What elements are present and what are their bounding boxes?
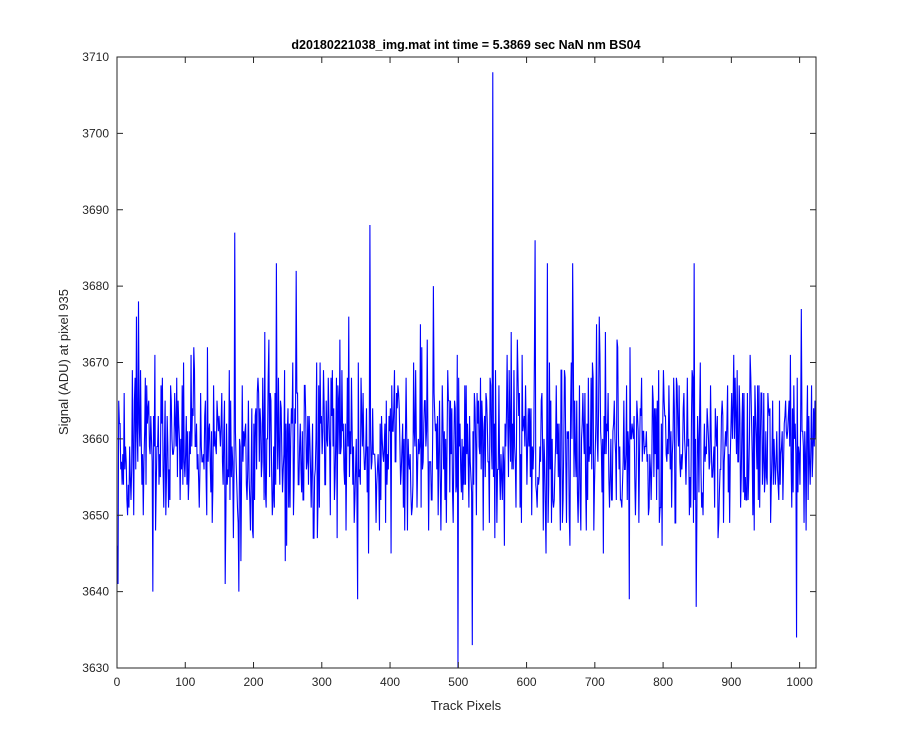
x-tick-label: 200 xyxy=(244,675,264,689)
x-tick-label: 300 xyxy=(312,675,332,689)
x-tick-label: 1000 xyxy=(786,675,813,689)
y-tick-label: 3660 xyxy=(82,432,109,446)
x-tick-label: 700 xyxy=(585,675,605,689)
y-tick-label: 3690 xyxy=(82,203,109,217)
y-tick-label: 3640 xyxy=(82,585,109,599)
x-tick-label: 500 xyxy=(448,675,468,689)
y-tick-label: 3680 xyxy=(82,279,109,293)
x-tick-label: 400 xyxy=(380,675,400,689)
x-tick-label: 0 xyxy=(114,675,121,689)
plot-area-border xyxy=(116,56,817,669)
x-tick-label: 600 xyxy=(517,675,537,689)
y-tick-label: 3650 xyxy=(82,508,109,522)
y-axis-label: Signal (ADU) at pixel 935 xyxy=(56,289,71,435)
series-line xyxy=(117,72,816,668)
x-axis-label: Track Pixels xyxy=(431,698,502,713)
y-tick-label: 3700 xyxy=(82,126,109,140)
y-tick-label: 3630 xyxy=(82,661,109,675)
y-tick-label: 3670 xyxy=(82,356,109,370)
y-tick-label: 3710 xyxy=(82,50,109,64)
x-tick-label: 900 xyxy=(721,675,741,689)
x-tick-label: 800 xyxy=(653,675,673,689)
chart-title: d20180221038_img.mat int time = 5.3869 s… xyxy=(291,38,640,52)
x-tick-label: 100 xyxy=(175,675,195,689)
